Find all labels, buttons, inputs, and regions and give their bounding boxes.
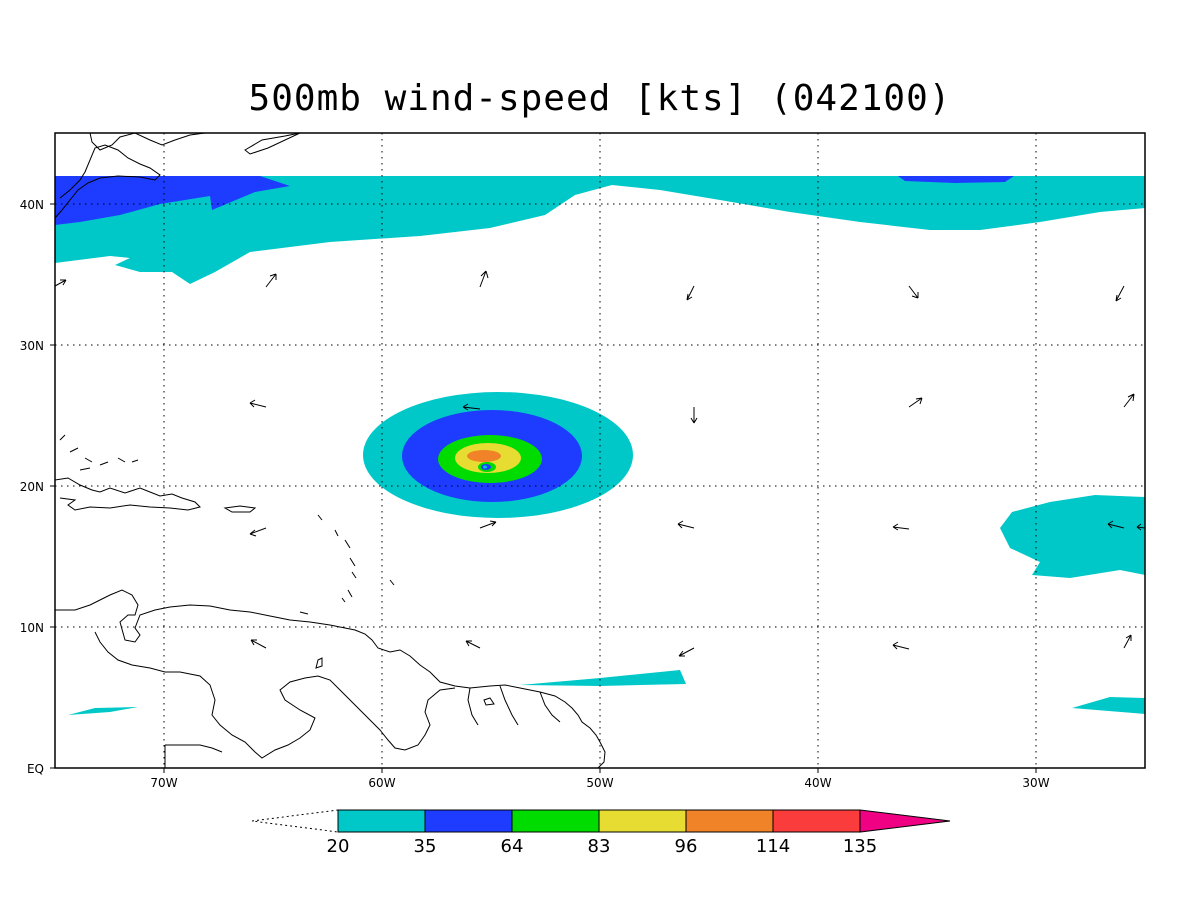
wind-arrow — [892, 523, 910, 531]
wind-arrow — [1136, 523, 1146, 531]
wind-vectors — [54, 270, 1146, 657]
wind-arrow — [677, 520, 695, 529]
wind-arrow — [265, 273, 277, 288]
wind-arrow — [249, 527, 267, 537]
colorbar-swatch-114 — [772, 809, 861, 833]
lon-label-40w: 40W — [804, 776, 831, 790]
coast-bahamas — [59, 434, 139, 471]
wind-arrow — [892, 641, 910, 650]
lat-label-10n: 10N — [20, 621, 44, 635]
colorbar-label-96: 96 — [675, 836, 698, 857]
lon-label-30w: 30W — [1022, 776, 1049, 790]
colorbar-label-83: 83 — [588, 836, 611, 857]
jet-core-blue-east — [898, 176, 1014, 183]
south-streak-cyan — [520, 670, 686, 686]
wind-arrow — [249, 399, 267, 408]
wind-arrow — [908, 285, 919, 299]
colorbar-swatch-20 — [337, 809, 426, 833]
wind-arrow — [54, 279, 67, 287]
coast-guianas — [467, 685, 561, 726]
tick-marks — [50, 203, 1037, 773]
wind-speed-contours — [55, 176, 1145, 715]
colorbar-label-64: 64 — [501, 836, 524, 857]
colorbar-label-35: 35 — [414, 836, 437, 857]
colorbar-high-triangle — [859, 809, 951, 833]
wind-arrow — [479, 520, 497, 529]
coastlines — [55, 133, 606, 768]
colorbar-swatch-83 — [598, 809, 687, 833]
axis-labels: 70W 60W 50W 40W 30W EQ 10N 20N 30N 40N — [20, 198, 1050, 790]
wind-arrow — [678, 647, 695, 657]
coast-cuba-hispaniola — [55, 477, 201, 511]
wind-arrow — [686, 285, 695, 301]
colorbar-swatch-64 — [511, 809, 600, 833]
coast-puerto-rico — [223, 505, 257, 513]
graticule — [55, 133, 1145, 768]
lat-label-40n: 40N — [20, 198, 44, 212]
wind-arrow — [690, 407, 698, 424]
wind-arrow — [465, 640, 481, 649]
colorbar-label-135: 135 — [843, 836, 877, 857]
plot-title: 500mb wind-speed [kts] (042100) — [248, 78, 952, 119]
wind-arrow — [1123, 634, 1132, 649]
lat-label-eq: EQ — [27, 762, 44, 776]
coast-trinidad — [315, 657, 495, 706]
wind-arrow — [250, 639, 267, 649]
lon-label-60w: 60W — [368, 776, 395, 790]
coast-newfoundland — [244, 133, 301, 155]
coast-south-america-interior — [94, 631, 456, 768]
vortex-eye-cyan — [483, 465, 487, 469]
coast-maritimes — [89, 133, 206, 151]
lon-label-50w: 50W — [586, 776, 613, 790]
colorbar: 20 35 64 83 96 114 135 — [251, 809, 951, 857]
wind-arrow — [1123, 393, 1135, 408]
lon-label-70w: 70W — [150, 776, 177, 790]
southwest-streak-cyan — [68, 707, 138, 715]
colorbar-label-20: 20 — [327, 836, 350, 857]
colorbar-label-114: 114 — [756, 836, 790, 857]
southeast-streak-cyan — [1072, 697, 1145, 714]
east-patch-cyan — [1000, 495, 1145, 578]
jet-band-cyan — [55, 176, 1145, 284]
wind-arrow — [462, 403, 481, 411]
lat-label-20n: 20N — [20, 480, 44, 494]
lat-label-30n: 30N — [20, 339, 44, 353]
wind-arrow — [479, 270, 489, 288]
wind-arrow — [1107, 520, 1125, 529]
coast-north-america — [55, 144, 161, 219]
colorbar-swatch-96 — [685, 809, 774, 833]
colorbar-low-triangle — [251, 809, 339, 833]
vortex-ring-96 — [467, 450, 501, 462]
wind-arrow — [908, 397, 923, 408]
coast-south-america — [55, 589, 606, 768]
colorbar-swatch-35 — [424, 809, 513, 833]
wind-arrow — [1115, 285, 1125, 302]
jet-core-blue — [55, 176, 290, 225]
coast-lesser-antilles — [299, 514, 395, 615]
